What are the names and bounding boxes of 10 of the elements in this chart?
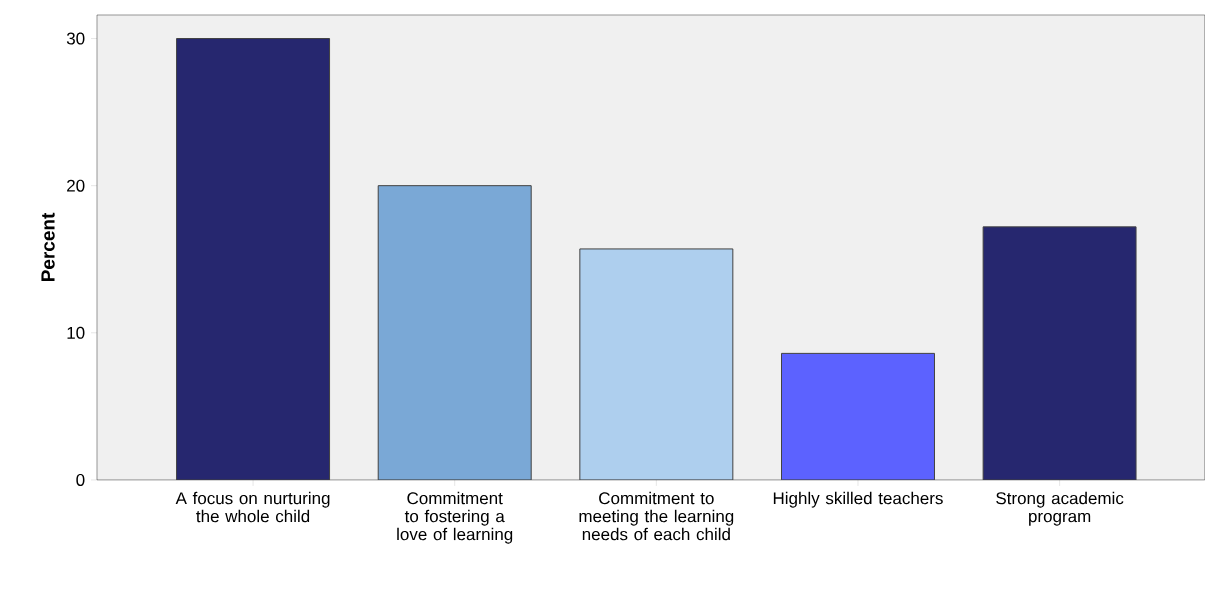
y-tick-label: 0: [76, 473, 85, 486]
x-tick-label: Highly skilled teachers: [773, 491, 943, 508]
y-axis-title: Percent: [41, 212, 55, 282]
x-tick-label: Commitment to fostering a love of learning: [397, 491, 513, 544]
y-tick-label: 30: [66, 32, 85, 45]
y-tick-label: 20: [67, 179, 85, 192]
x-tick-label: Strong academic program: [996, 491, 1124, 526]
y-tick-label: 10: [67, 326, 85, 339]
x-tick-label: A focus on nurturing the whole child: [175, 491, 330, 523]
x-tick-label: Commitment to meeting the learning needs of each child: [579, 491, 734, 541]
